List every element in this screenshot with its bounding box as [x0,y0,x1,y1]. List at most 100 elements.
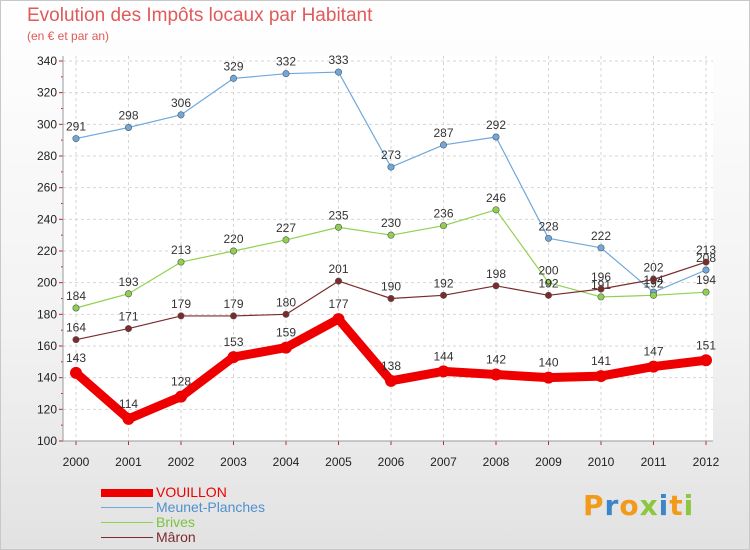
x-tick-label: 2002 [168,455,195,469]
data-point [230,247,238,255]
y-tick-label: 300 [37,117,57,131]
x-tick-label: 2009 [535,455,562,469]
data-point [492,206,500,214]
data-point [122,412,135,425]
data-point [492,133,500,141]
logo-letter: o [619,489,640,522]
data-point [439,141,447,149]
data-label: 138 [381,359,401,373]
x-tick-label: 2008 [483,455,510,469]
data-label: 213 [696,243,716,257]
data-point [542,371,555,384]
data-label: 332 [276,55,296,69]
data-label: 213 [171,243,191,257]
data-point [334,223,342,231]
data-point [387,163,395,171]
data-label: 164 [66,321,86,335]
x-tick-label: 2011 [641,455,667,469]
y-tick-label: 220 [37,244,57,258]
data-point [649,291,657,299]
data-point [125,124,133,132]
data-point [282,236,290,244]
x-tick-label: 2004 [273,455,300,469]
data-label: 235 [328,208,348,222]
data-point [177,258,185,266]
legend-swatch [101,522,153,523]
legend-label: VOUILLON [156,484,227,500]
data-point [492,282,500,290]
legend-swatch [101,507,153,508]
x-tick-label: 2010 [588,455,615,469]
data-label: 287 [433,126,453,140]
data-label: 329 [223,59,243,73]
y-tick-label: 180 [37,307,57,321]
data-label: 180 [276,295,296,309]
data-point [334,68,342,76]
data-point [387,294,395,302]
data-label: 198 [486,267,506,281]
data-label: 292 [486,118,506,132]
y-tick-label: 200 [37,276,57,290]
legend-swatch [101,489,153,497]
data-point [702,258,710,266]
proxiti-logo: Proxiti [583,489,694,522]
y-tick-label: 240 [37,212,57,226]
data-point [125,325,133,333]
data-point [597,244,605,252]
data-label: 273 [381,148,401,162]
logo-letter: x [639,489,659,522]
y-tick-label: 160 [37,339,57,353]
data-point [544,234,552,242]
data-point [72,135,80,143]
x-tick-label: 2006 [378,455,405,469]
data-point [439,291,447,299]
data-label: 190 [381,280,401,294]
data-point [439,222,447,230]
data-label: 192 [538,276,558,290]
data-point [230,312,238,320]
data-label: 128 [171,375,191,389]
data-point [595,370,607,383]
data-label: 227 [276,221,296,235]
data-point [700,354,712,367]
data-label: 196 [591,270,611,284]
data-label: 298 [118,109,138,123]
data-point [282,310,290,318]
data-point [332,313,345,326]
y-tick-label: 340 [37,54,57,68]
data-label: 220 [223,232,243,246]
data-label: 147 [643,345,663,359]
data-point [702,266,710,274]
data-label: 142 [486,353,506,367]
data-point [437,365,450,378]
data-label: 144 [433,349,453,363]
data-label: 143 [66,351,86,365]
data-label: 202 [643,261,663,275]
data-point [70,366,82,379]
data-point [597,293,605,301]
data-label: 141 [591,354,611,368]
data-point [282,70,290,78]
data-point [702,288,710,296]
logo-letter: i [683,489,695,522]
y-tick-label: 320 [37,86,57,100]
data-label: 151 [696,338,716,352]
x-tick-label: 2012 [693,455,720,469]
data-point [177,312,185,320]
x-tick-label: 2007 [430,455,457,469]
data-label: 236 [433,207,453,221]
data-label: 153 [223,335,243,349]
data-label: 200 [538,264,558,278]
data-label: 193 [118,275,138,289]
data-label: 159 [276,326,296,340]
data-label: 201 [328,262,348,276]
y-tick-label: 260 [37,181,57,195]
data-label: 140 [538,356,558,370]
logo-letter: r [604,489,620,522]
y-tick-label: 120 [37,402,57,416]
data-point [175,390,187,403]
data-label: 222 [591,229,611,243]
logo-letter: P [583,489,605,522]
data-point [647,360,660,373]
